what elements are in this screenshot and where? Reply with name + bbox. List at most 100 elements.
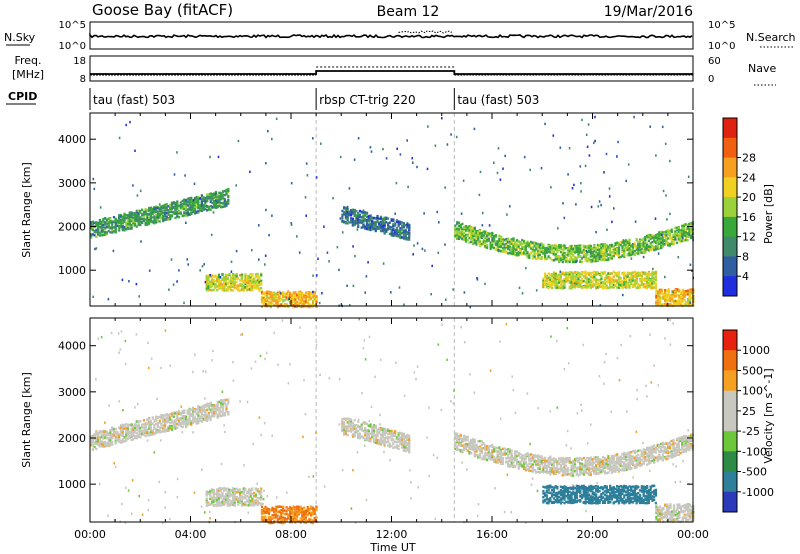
data-cell <box>484 235 487 239</box>
data-cell <box>209 196 212 199</box>
data-cell <box>607 245 610 248</box>
data-cell <box>566 259 570 263</box>
data-cell <box>207 197 210 200</box>
data-cell <box>97 440 100 444</box>
data-cell <box>684 228 687 232</box>
data-cell <box>589 260 592 263</box>
data-cell <box>644 247 647 251</box>
data-cell <box>603 286 606 289</box>
data-cell <box>554 277 557 280</box>
data-cell <box>678 301 681 304</box>
data-cell <box>545 277 548 281</box>
data-cell <box>404 233 407 237</box>
data-cell <box>575 247 578 250</box>
data-cell-noise <box>304 196 307 199</box>
data-cell <box>554 281 557 285</box>
data-cell <box>114 226 117 229</box>
data-cell <box>676 293 679 297</box>
data-cell <box>580 251 584 254</box>
data-cell <box>207 206 210 209</box>
data-cell <box>232 279 235 282</box>
data-cell <box>459 236 462 239</box>
data-cell <box>559 284 562 287</box>
data-cell <box>503 238 506 241</box>
data-cell <box>374 229 377 233</box>
data-cell <box>297 295 300 298</box>
data-cell <box>107 217 110 220</box>
data-cell-noise <box>129 120 131 124</box>
data-cell <box>156 219 159 222</box>
data-cell <box>262 301 265 304</box>
data-cell <box>273 295 276 298</box>
data-cell <box>102 429 105 432</box>
data-cell <box>387 226 390 229</box>
data-cell <box>524 241 527 245</box>
data-cell <box>256 275 259 278</box>
data-cell <box>501 246 504 250</box>
data-cell <box>559 250 562 254</box>
data-cell <box>139 223 142 226</box>
data-cell <box>544 250 547 253</box>
data-cell <box>90 222 93 226</box>
data-cell <box>216 201 219 204</box>
data-cell <box>454 234 457 237</box>
data-cell <box>227 187 230 191</box>
data-cell <box>656 236 659 239</box>
data-cell <box>219 280 222 284</box>
data-cell <box>512 247 515 250</box>
data-cell <box>672 242 675 245</box>
data-cell <box>301 292 304 295</box>
data-cell <box>177 204 181 208</box>
data-cell <box>90 444 93 447</box>
data-cell-noise <box>552 134 555 137</box>
data-cell <box>588 271 591 274</box>
data-cell <box>690 303 693 306</box>
data-cell <box>93 434 96 437</box>
data-cell <box>528 254 531 257</box>
data-cell <box>501 239 504 243</box>
data-cell-noise <box>595 230 597 234</box>
data-cell <box>158 216 161 219</box>
data-cell <box>593 260 596 263</box>
data-cell-noise <box>682 237 684 240</box>
data-cell <box>554 283 557 286</box>
data-cell <box>357 225 360 229</box>
data-cell <box>172 212 175 215</box>
data-cell <box>598 257 601 261</box>
data-cell-noise <box>394 212 396 215</box>
data-cell <box>544 255 547 259</box>
data-cell <box>90 234 93 237</box>
data-cell <box>348 213 351 216</box>
data-cell <box>456 236 459 239</box>
data-cell-noise <box>587 123 590 126</box>
data-cell <box>254 284 257 287</box>
data-cell <box>582 286 585 289</box>
data-cell <box>551 286 554 290</box>
data-cell <box>387 228 390 231</box>
data-cell <box>114 224 117 228</box>
data-cell <box>512 244 515 248</box>
data-cell <box>111 426 114 429</box>
data-cell <box>584 285 587 289</box>
data-cell <box>471 238 475 242</box>
data-cell <box>647 235 650 239</box>
data-cell <box>376 214 379 218</box>
data-cell <box>561 286 564 289</box>
data-cell-noise <box>677 256 680 259</box>
data-cell <box>600 251 603 254</box>
data-cell <box>674 226 677 229</box>
data-cell <box>454 232 457 236</box>
data-cell-noise <box>201 265 204 268</box>
data-cell <box>379 222 383 225</box>
data-cell <box>360 211 363 214</box>
data-cell <box>406 226 409 229</box>
data-cell <box>271 293 274 297</box>
data-cell <box>524 245 527 248</box>
data-cell <box>372 221 376 224</box>
data-cell <box>640 281 643 284</box>
data-cell <box>647 285 650 288</box>
data-cell <box>213 206 216 209</box>
data-cell <box>654 278 657 282</box>
data-cell <box>478 230 482 233</box>
data-cell <box>514 248 517 251</box>
